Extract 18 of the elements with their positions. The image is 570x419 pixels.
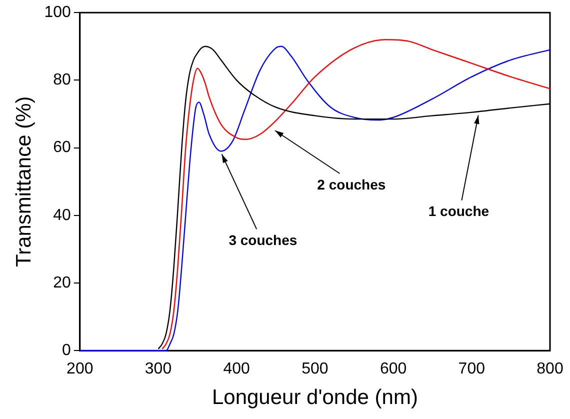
x-tick-label: 500 — [302, 360, 328, 378]
x-tick-label: 200 — [66, 360, 94, 378]
x-tick-label: 700 — [458, 360, 486, 378]
annotation: 2 couches — [317, 176, 386, 192]
annotation: 3 couches — [228, 232, 298, 248]
y-tick-label: 100 — [44, 4, 71, 22]
x-axis-title: Longueur d'onde (nm) — [212, 386, 418, 410]
y-tick-label: 0 — [62, 342, 71, 360]
y-axis-title: Transmittance (%) — [12, 96, 36, 267]
x-tick-label: 300 — [144, 360, 172, 378]
y-tick-label: 80 — [53, 72, 71, 89]
y-tick-label: 40 — [53, 206, 71, 224]
x-tick-label: 400 — [223, 360, 250, 378]
y-tick-label: 60 — [53, 139, 71, 156]
x-tick-label: 800 — [536, 360, 564, 378]
x-tick-label: 600 — [380, 360, 407, 378]
y-tick-label: 20 — [53, 274, 71, 292]
annotation: 1 couche — [428, 203, 490, 220]
